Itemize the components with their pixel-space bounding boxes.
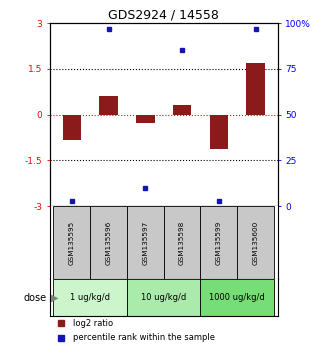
Text: GSM135595: GSM135595 — [69, 221, 75, 265]
Text: 10 ug/kg/d: 10 ug/kg/d — [141, 293, 186, 302]
Title: GDS2924 / 14558: GDS2924 / 14558 — [108, 9, 219, 22]
Bar — [127, 206, 164, 279]
Text: ▶: ▶ — [51, 292, 59, 303]
Bar — [63, 115, 81, 139]
Text: dose: dose — [23, 292, 47, 303]
Text: GSM135598: GSM135598 — [179, 221, 185, 265]
Bar — [201, 279, 274, 316]
Bar — [201, 206, 237, 279]
Bar — [237, 206, 274, 279]
Bar — [53, 279, 127, 316]
Text: GSM135597: GSM135597 — [142, 221, 148, 265]
Bar — [53, 206, 90, 279]
Bar — [90, 206, 127, 279]
Bar — [210, 115, 228, 149]
Text: GSM135596: GSM135596 — [106, 221, 112, 265]
Text: log2 ratio: log2 ratio — [73, 319, 113, 328]
Bar — [136, 115, 154, 123]
Text: GSM135600: GSM135600 — [253, 221, 259, 265]
Bar — [100, 96, 118, 115]
Bar — [247, 63, 265, 115]
Text: 1000 ug/kg/d: 1000 ug/kg/d — [209, 293, 265, 302]
Text: percentile rank within the sample: percentile rank within the sample — [73, 333, 214, 342]
Text: 1 ug/kg/d: 1 ug/kg/d — [70, 293, 110, 302]
Bar — [127, 279, 201, 316]
Text: GSM135599: GSM135599 — [216, 221, 222, 265]
Bar — [164, 206, 201, 279]
Bar — [173, 105, 191, 115]
